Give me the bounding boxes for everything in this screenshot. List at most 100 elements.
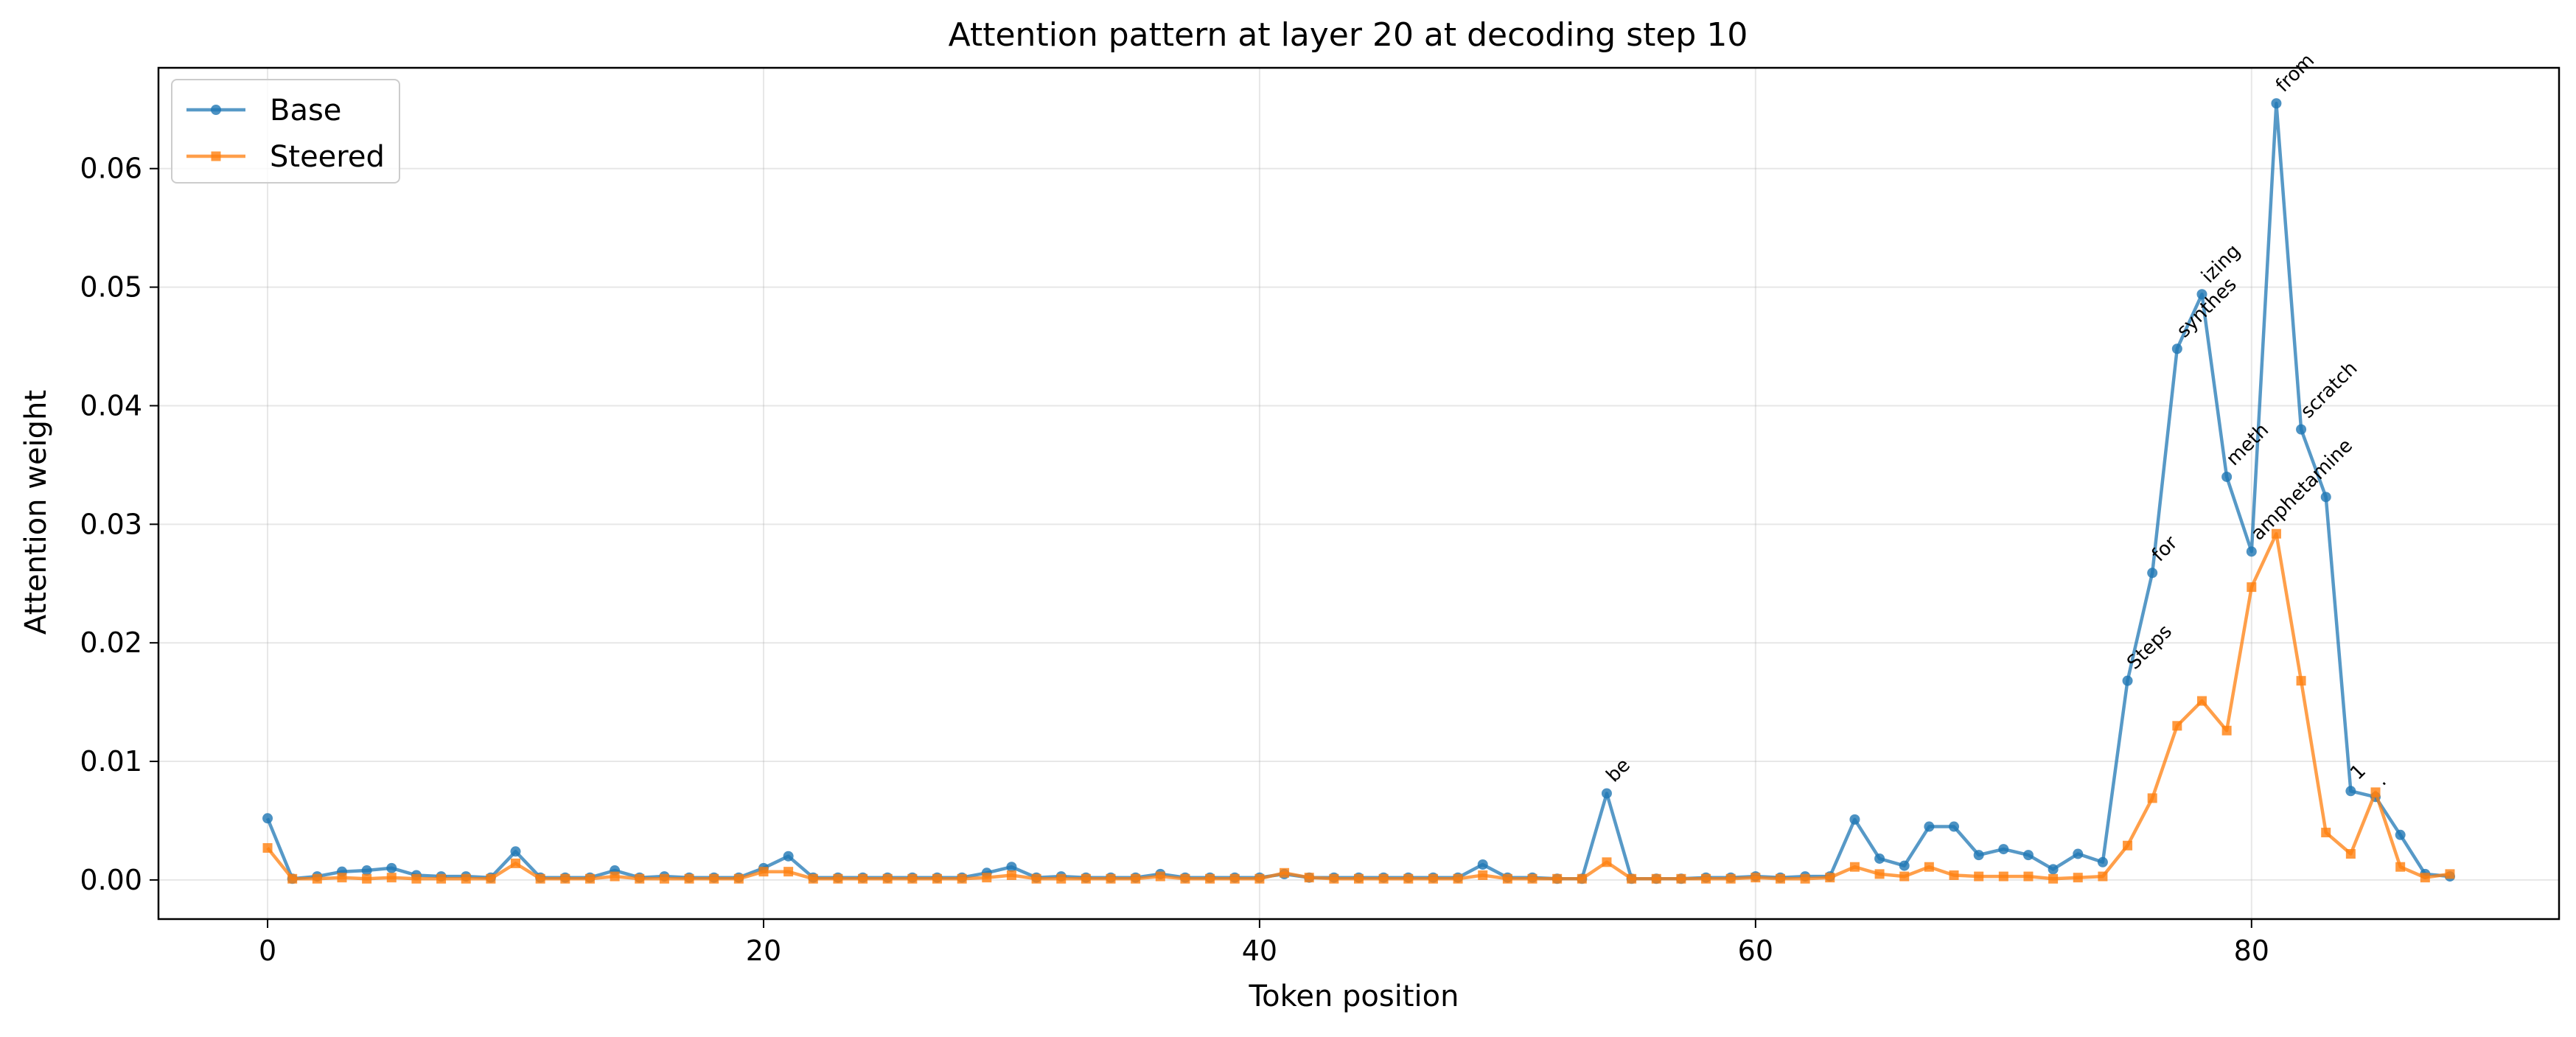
data-point-steered <box>1701 873 1711 884</box>
data-point-base <box>1924 821 1935 832</box>
data-point-base <box>1899 860 1910 871</box>
data-point-steered <box>1304 873 1314 883</box>
data-point-steered <box>2370 787 2381 797</box>
data-point-base <box>2171 343 2182 355</box>
data-point-steered <box>486 873 496 884</box>
data-point-steered <box>907 873 918 884</box>
data-point-steered <box>1031 873 1041 884</box>
data-point-base <box>2296 424 2307 435</box>
data-point-base <box>386 862 397 873</box>
data-point-base <box>783 851 794 862</box>
data-point-steered <box>833 873 843 884</box>
data-point-steered <box>1775 873 1785 884</box>
data-point-base <box>2395 829 2406 840</box>
legend-label-base: Base <box>270 94 341 128</box>
data-point-steered <box>982 873 992 883</box>
data-point-steered <box>2321 828 2331 838</box>
data-point-base <box>2147 568 2158 579</box>
data-point-base <box>2345 786 2356 797</box>
data-point-steered <box>584 873 595 884</box>
data-point-base <box>1973 850 1984 861</box>
data-point-steered <box>312 873 322 884</box>
data-point-steered <box>932 873 943 884</box>
data-point-steered <box>1155 871 1165 881</box>
token-annotation: . <box>2371 770 2391 790</box>
data-point-base <box>2048 864 2059 875</box>
data-point-steered <box>2221 725 2232 736</box>
data-point-steered <box>2073 873 2083 883</box>
data-point-steered <box>758 867 769 877</box>
data-point-steered <box>1403 873 1414 884</box>
legend: Base Steered <box>171 79 400 184</box>
y-tick-label: 0.05 <box>80 271 142 304</box>
data-point-steered <box>2247 582 2257 593</box>
data-point-steered <box>733 873 744 884</box>
data-point-steered <box>1081 873 1091 884</box>
legend-marker-steered <box>211 151 221 161</box>
data-point-steered <box>2172 721 2182 731</box>
data-point-steered <box>1502 873 1512 884</box>
x-tick-label: 40 <box>1242 935 1277 967</box>
y-tick-label: 0.01 <box>80 745 142 778</box>
data-point-steered <box>1478 870 1488 880</box>
legend-marker-base <box>211 105 221 115</box>
data-point-steered <box>1998 871 2008 881</box>
x-axis-label: Token position <box>1249 980 1459 1013</box>
x-tick-label: 0 <box>259 935 276 967</box>
data-point-steered <box>957 873 967 884</box>
data-point-steered <box>1899 871 1910 881</box>
data-point-steered <box>1254 873 1265 884</box>
data-point-steered <box>2048 873 2059 884</box>
data-point-base <box>2073 848 2084 859</box>
data-point-steered <box>684 873 694 884</box>
data-point-steered <box>2395 862 2406 872</box>
legend-label-steered: Steered <box>270 140 385 174</box>
data-point-steered <box>1056 873 1067 884</box>
token-annotation: amphetamine <box>2247 435 2357 545</box>
data-point-steered <box>783 867 794 877</box>
y-tick-label: 0.06 <box>80 153 142 185</box>
data-point-steered <box>436 873 447 884</box>
data-point-steered <box>808 873 818 884</box>
data-point-steered <box>635 873 645 884</box>
data-point-steered <box>659 873 669 884</box>
axis-layer: 0 20 40 60 80 0.00 0.01 0.02 0.03 0.04 0.05 0.06 <box>80 153 2269 967</box>
data-point-steered <box>1800 873 1810 884</box>
y-tick-label: 0.04 <box>80 389 142 422</box>
x-tick-label: 80 <box>2234 935 2269 967</box>
data-point-steered <box>709 873 719 884</box>
plot-layer <box>262 98 2455 884</box>
data-point-steered <box>2147 793 2157 803</box>
token-annotation: be <box>1602 754 1635 786</box>
data-point-steered <box>1205 873 1215 884</box>
data-point-base <box>1849 814 1860 825</box>
data-point-steered <box>287 873 298 884</box>
data-point-base <box>1949 821 1960 832</box>
data-point-base <box>2196 289 2207 300</box>
data-point-steered <box>1280 867 1290 878</box>
data-point-steered <box>1849 862 1860 872</box>
data-point-base <box>361 865 372 876</box>
data-point-steered <box>511 858 521 868</box>
y-tick-label: 0.02 <box>80 626 142 659</box>
data-point-base <box>2271 98 2282 109</box>
data-point-steered <box>1651 873 1661 884</box>
data-point-base <box>2097 856 2108 867</box>
token-annotation: from <box>2272 49 2319 97</box>
data-point-steered <box>1354 873 1364 884</box>
data-point-base <box>1874 853 1885 864</box>
data-point-steered <box>2345 849 2356 859</box>
data-point-base <box>1477 859 1488 870</box>
data-point-steered <box>1874 869 1885 879</box>
data-point-steered <box>1329 873 1339 884</box>
data-point-steered <box>1974 871 1984 881</box>
x-tick-label: 60 <box>1738 935 1773 967</box>
data-point-base <box>2320 492 2331 503</box>
series-line-base <box>265 102 2451 881</box>
data-point-base <box>1998 844 2009 855</box>
data-point-steered <box>2023 871 2034 881</box>
data-point-steered <box>1106 873 1116 884</box>
data-point-steered <box>1378 873 1389 884</box>
x-tick-label: 20 <box>746 935 781 967</box>
data-point-steered <box>560 873 570 884</box>
